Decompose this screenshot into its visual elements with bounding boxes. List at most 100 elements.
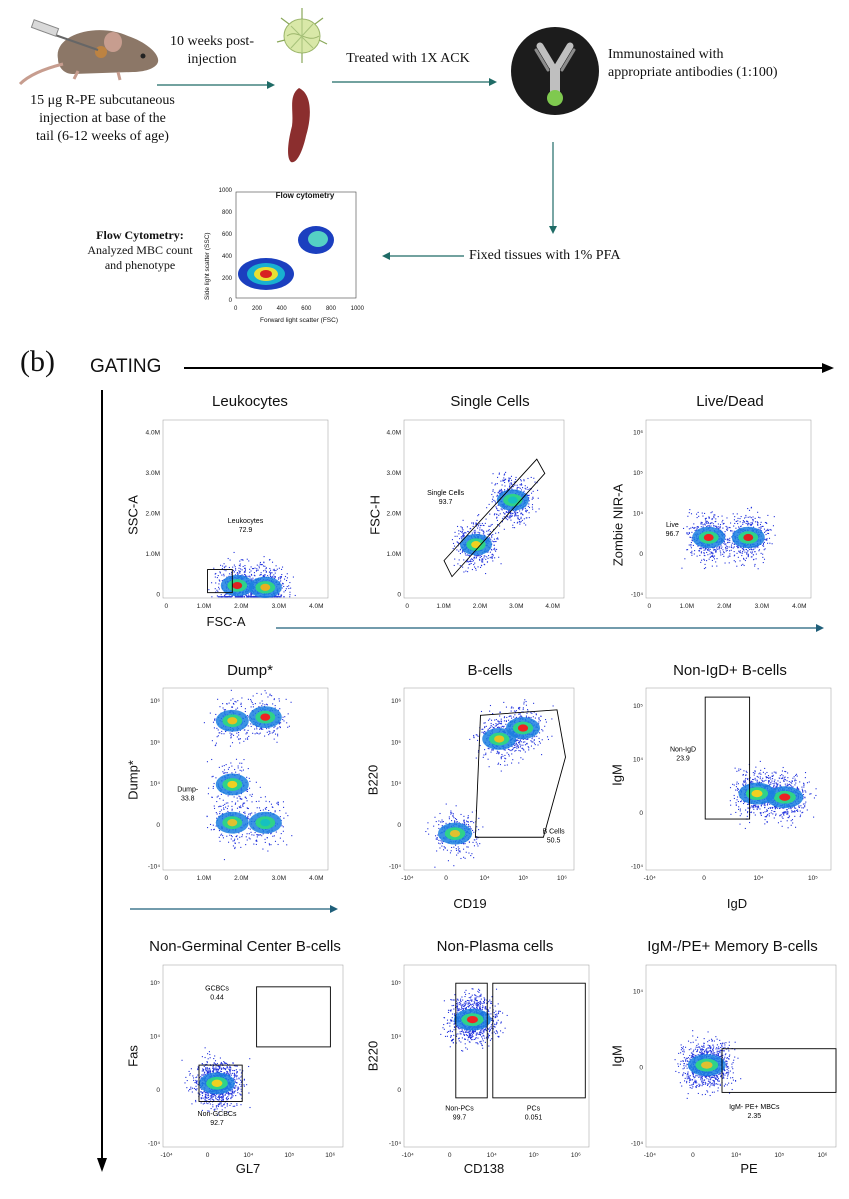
x-tick-label: 10⁵ bbox=[284, 1152, 294, 1159]
y-tick-label: 10⁵ bbox=[391, 739, 401, 746]
y-axis-label: IgM bbox=[609, 764, 625, 786]
x-axis-label: GL7 bbox=[235, 1161, 261, 1176]
scatter-cloud bbox=[451, 471, 540, 575]
fixed-label: Fixed tissues with 1% PFA bbox=[469, 248, 621, 263]
arrow-to-spleen bbox=[157, 81, 275, 89]
plot-title-live-dead: Live/Dead bbox=[696, 393, 764, 410]
density-peak bbox=[227, 780, 238, 789]
flow-xtick: 800 bbox=[325, 306, 336, 312]
plot-title-dump: Dump* bbox=[227, 662, 273, 679]
plot-frame bbox=[645, 419, 812, 599]
flow-plot-xlabel: Forward light scatter (FSC) bbox=[259, 317, 339, 324]
x-tick-label: 10⁶ bbox=[325, 1152, 335, 1159]
gate-value: 72.9 bbox=[239, 527, 253, 534]
dump-arrow bbox=[130, 905, 338, 913]
plot-title-non-plasma: Non-Plasma cells bbox=[436, 938, 554, 955]
antibody-icon bbox=[511, 27, 599, 115]
gating-label: GATING bbox=[90, 356, 162, 377]
x-axis-label: CD138 bbox=[463, 1161, 505, 1176]
y-tick-label: 10⁴ bbox=[633, 989, 643, 996]
density-peak bbox=[227, 819, 238, 827]
x-tick-label: 1.0M bbox=[197, 603, 211, 610]
gate2-value: 0.44 bbox=[210, 994, 224, 1001]
density-peak bbox=[743, 533, 754, 542]
flow-xtick: 400 bbox=[276, 306, 287, 312]
density-peak bbox=[701, 1061, 713, 1069]
x-tick-label: 10⁶ bbox=[571, 1152, 581, 1159]
plot-frame bbox=[645, 687, 832, 871]
x-tick-label: 0 bbox=[444, 875, 448, 882]
gate2-name: GCBCs bbox=[205, 985, 229, 992]
flow-caption-bold: Flow Cytometry: bbox=[96, 228, 184, 242]
gating-plot-8: IgM- PE+ MBCs 2.35 -10⁴ 0 10⁴ 10⁵ 10⁶ -10⁴ 0 10⁴ bbox=[631, 964, 837, 1159]
y-tick-label: 1.0M bbox=[387, 551, 401, 558]
flow-plot-xticks: 0 200 400 600 800 1000 bbox=[234, 306, 364, 312]
gate-polygon bbox=[443, 458, 546, 578]
y-tick-label: -10⁴ bbox=[389, 863, 401, 870]
gating-arrow-vertical bbox=[97, 390, 107, 1172]
x-tick-label: -10⁴ bbox=[644, 875, 656, 882]
flow-xtick: 600 bbox=[301, 306, 312, 312]
gate-rect bbox=[721, 1048, 837, 1093]
y-tick-label: -10⁴ bbox=[631, 863, 643, 870]
gate-value: 93.7 bbox=[439, 499, 453, 506]
density-peak bbox=[227, 717, 238, 725]
gating-plot-0: Leukocytes 72.9 0 1.0M 2.0M 3.0M 4.0M 0 1.0M 2.0M… bbox=[146, 419, 329, 610]
x-tick-label: 0 bbox=[448, 1152, 452, 1159]
y-tick-label: 10⁵ bbox=[633, 703, 643, 710]
x-tick-label: 1.0M bbox=[197, 875, 211, 882]
gating-plot-6: Non-GCBCs 92.7 GCBCs 0.44 -10⁴ 0 10⁴ 10⁵ 10⁶ -10⁴… bbox=[148, 964, 344, 1159]
gate-rect bbox=[198, 1064, 243, 1102]
fsc-arrow bbox=[276, 624, 824, 632]
density-peak bbox=[508, 496, 518, 504]
gate-rect bbox=[704, 696, 751, 820]
y-tick-label: 10⁶ bbox=[633, 430, 643, 437]
plot-title-leukocytes: Leukocytes bbox=[212, 393, 288, 410]
flow-xtick: 200 bbox=[251, 306, 262, 312]
y-tick-label: 2.0M bbox=[146, 511, 160, 518]
plot-frame bbox=[162, 964, 344, 1148]
density-peak bbox=[494, 735, 505, 743]
plot-frame bbox=[403, 964, 590, 1148]
y-axis-label: Dump* bbox=[125, 760, 141, 800]
density-peak bbox=[466, 1015, 478, 1024]
gate2-name: PCs bbox=[527, 1106, 541, 1113]
gate-name: Non-IgD bbox=[670, 747, 696, 754]
x-tick-label: 0 bbox=[691, 1152, 695, 1159]
density-peak bbox=[703, 533, 714, 542]
plot-frame bbox=[645, 964, 837, 1148]
density-peak bbox=[779, 793, 791, 801]
y-tick-label: 10⁵ bbox=[391, 980, 401, 987]
y-tick-label: 10⁴ bbox=[150, 781, 160, 788]
plot-frame bbox=[162, 687, 329, 871]
gate-name: IgM- PE+ MBCs bbox=[729, 1104, 780, 1111]
y-tick-label: 0 bbox=[156, 1087, 160, 1094]
immuno-label: Immunostained with appropriate antibodie… bbox=[608, 47, 778, 80]
plot-frame bbox=[403, 419, 565, 599]
gating-plot-2: Live 96.7 0 1.0M 2.0M 3.0M 4.0M -10⁴ 0 10⁴ 10⁵ 10⁶ bbox=[631, 419, 812, 610]
gating-plot-5: Non-IgD 23.9 -10⁴ 0 10⁴ 10⁵ -10⁴ 0 10⁴ 10⁵ bbox=[631, 687, 832, 882]
flow-ytick: 200 bbox=[221, 276, 232, 282]
y-tick-label: 4.0M bbox=[387, 430, 401, 437]
gate-rect-2 bbox=[256, 986, 331, 1048]
x-tick-label: -10⁴ bbox=[644, 1152, 656, 1159]
y-tick-label: 0 bbox=[397, 1087, 401, 1094]
y-axis-label: SSC-A bbox=[125, 495, 141, 535]
x-tick-label: 2.0M bbox=[234, 603, 248, 610]
gating-plot-1: Single Cells 93.7 0 1.0M 2.0M 3.0M 4.0M 0 1.0M 2.… bbox=[387, 419, 565, 610]
y-tick-label: 0 bbox=[156, 591, 160, 598]
x-tick-label: -10⁴ bbox=[401, 875, 413, 882]
flow-plot-yticks: 0 200 400 600 800 1000 bbox=[218, 188, 232, 304]
flow-cytometry-caption: Flow Cytometry: Analyzed MBC count and p… bbox=[80, 228, 200, 273]
x-tick-label: 1.0M bbox=[680, 603, 694, 610]
gate-name: Non-PCs bbox=[445, 1106, 474, 1113]
flow-plot-title: Flow cytometry bbox=[275, 191, 335, 200]
y-axis-label: B220 bbox=[365, 764, 381, 796]
y-tick-label: 10⁵ bbox=[150, 980, 160, 987]
y-tick-label: -10⁴ bbox=[631, 1140, 643, 1147]
y-tick-label: 1.0M bbox=[146, 551, 160, 558]
x-tick-label: 4.0M bbox=[545, 603, 559, 610]
y-tick-label: 10⁴ bbox=[391, 1033, 401, 1040]
gate-value: 92.7 bbox=[210, 1120, 224, 1127]
gate-polygon bbox=[474, 709, 566, 838]
